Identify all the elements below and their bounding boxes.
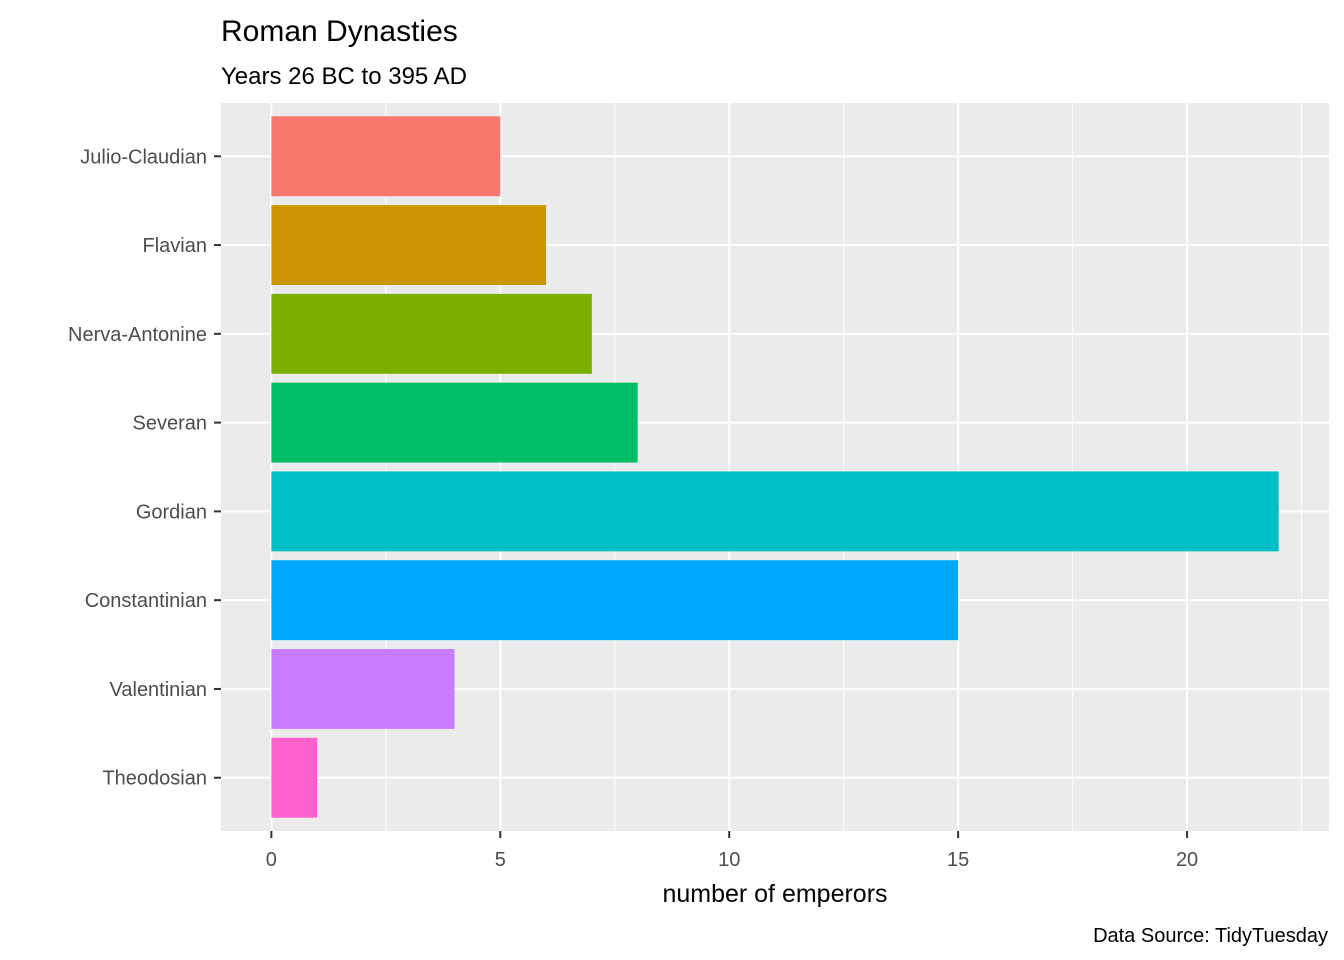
y-tick-label: Flavian — [143, 235, 207, 257]
y-tick-label: Nerva-Antonine — [68, 324, 207, 346]
y-tick-label: Theodosian — [102, 768, 207, 790]
y-tick-label: Valentinian — [110, 679, 207, 701]
bar-valentinian — [271, 649, 455, 729]
caption: Data Source: TidyTuesday — [1093, 925, 1328, 947]
x-axis: 0 5 10 15 20 — [266, 831, 1198, 871]
y-tick-label: Julio-Claudian — [80, 146, 207, 168]
x-tick-label: 20 — [1176, 849, 1198, 871]
y-axis: Julio-Claudian Flavian Nerva-Antonine Sever… — [68, 146, 221, 790]
x-tick-label: 15 — [947, 849, 969, 871]
bars — [271, 116, 1279, 818]
chart-title: Roman Dynasties — [221, 15, 458, 48]
x-tick-label: 5 — [495, 849, 506, 871]
y-tick-label: Constantinian — [85, 590, 207, 612]
bar-flavian — [271, 205, 547, 285]
bar-theodosian — [271, 737, 318, 818]
y-tick-label: Gordian — [136, 501, 207, 523]
x-axis-title: number of emperors — [662, 880, 887, 908]
chart-subtitle: Years 26 BC to 395 AD — [221, 63, 467, 90]
bar-gordian — [271, 471, 1279, 552]
bar-julio-claudian — [271, 116, 501, 197]
bar-constantinian — [271, 560, 959, 641]
bar-severan — [271, 382, 638, 463]
x-tick-label: 0 — [266, 849, 277, 871]
bar-nerva-antonine — [271, 293, 592, 374]
x-tick-label: 10 — [718, 849, 740, 871]
y-tick-label: Severan — [133, 413, 208, 435]
